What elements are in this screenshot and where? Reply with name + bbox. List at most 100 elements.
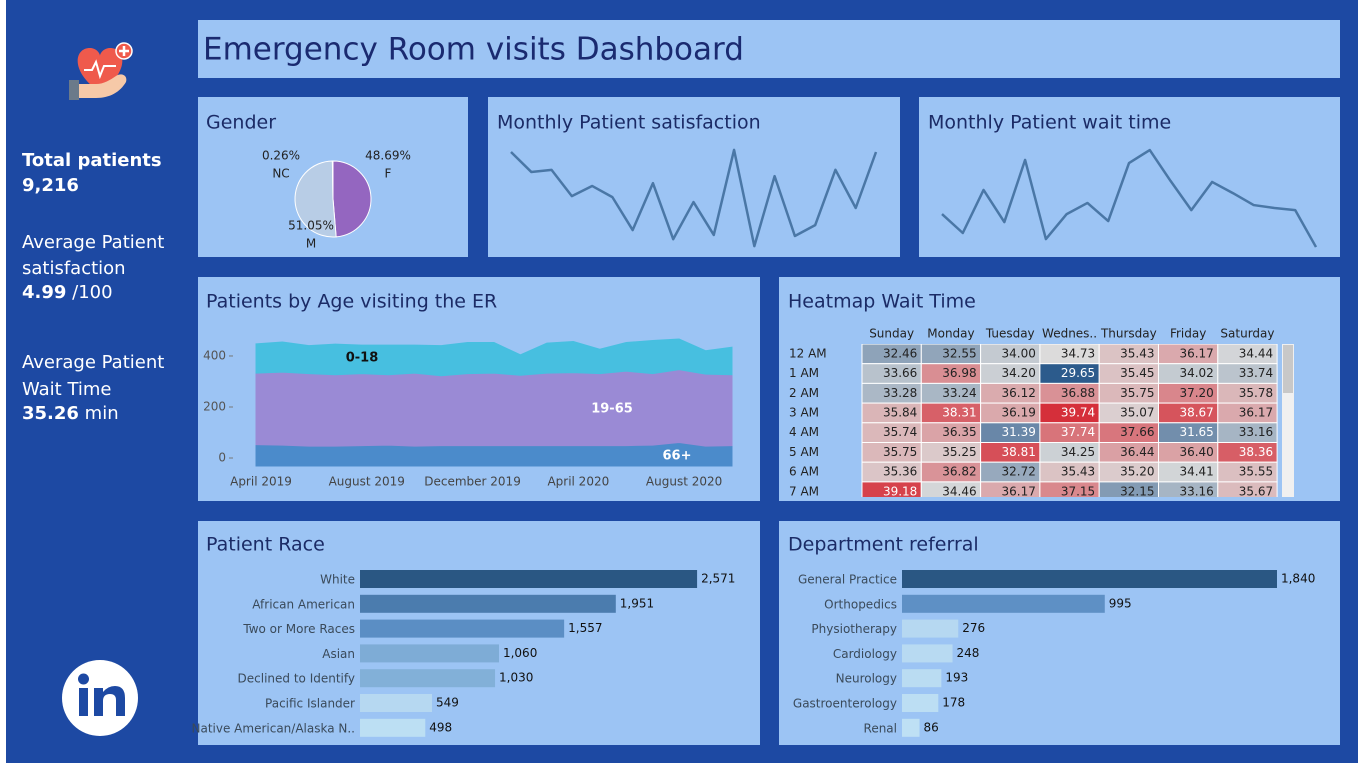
heat-value: 34.44 [1239, 346, 1273, 360]
bar-category-label: Asian [322, 647, 355, 661]
bar-value-label: 276 [962, 621, 985, 635]
heart-icon [69, 42, 133, 100]
heat-value: 35.84 [883, 405, 917, 419]
heat-value: 33.24 [942, 386, 976, 400]
bar-value-label: 248 [957, 646, 980, 660]
pie-category-label: NC [272, 167, 289, 181]
series-label: 19-65 [591, 402, 633, 417]
x-tick-label: December 2019 [424, 475, 521, 489]
kpi-value: 9,216 [22, 175, 79, 196]
heat-value: 36.19 [1002, 405, 1036, 419]
linkedin-logo[interactable] [62, 660, 138, 736]
heat-value: 35.25 [942, 445, 976, 459]
bar-value-label: 2,571 [701, 572, 735, 586]
kpi-label: Average Patient [22, 352, 164, 373]
row-header: 3 AM [789, 405, 819, 419]
row-header: 4 AM [789, 425, 819, 439]
series-label: 0-18 [346, 351, 379, 366]
kpi-number: 4.99 [22, 282, 66, 303]
bar [360, 669, 496, 688]
kpi-unit: /100 [72, 282, 112, 303]
y-tick-label: 400 [203, 348, 226, 362]
bar-category-label: Pacific Islander [265, 697, 355, 711]
heat-value: 31.65 [1179, 425, 1213, 439]
chart-title: Monthly Patient wait time [928, 112, 1171, 134]
kpi-label: satisfaction [22, 258, 126, 279]
x-tick-label: August 2019 [329, 475, 405, 489]
heat-value: 32.55 [942, 346, 976, 360]
heat-value: 34.02 [1179, 366, 1213, 380]
chart-title: Patients by Age visiting the ER [206, 291, 497, 313]
heat-value: 36.17 [1179, 346, 1213, 360]
heat-value: 36.17 [1239, 405, 1273, 419]
line [510, 148, 878, 248]
row-header: 6 AM [789, 465, 819, 479]
heat-cell [1217, 481, 1278, 497]
heat-value: 36.12 [1002, 386, 1036, 400]
x-tick-label: April 2020 [547, 475, 609, 489]
heat-value: 38.36 [1239, 445, 1273, 459]
row-header: 7 AM [789, 484, 819, 498]
kpi-label: Wait Time [22, 379, 112, 400]
scrollbar-thumb [1283, 345, 1293, 393]
heat-value: 36.35 [942, 425, 976, 439]
bar-value-label: 549 [436, 696, 459, 710]
column-header: Sunday [869, 327, 914, 341]
bar [360, 570, 698, 588]
heat-value: 36.98 [942, 366, 976, 380]
bar-value-label: 1,060 [503, 646, 537, 660]
kpi-label: Total patients [22, 150, 162, 171]
row-header: 2 AM [789, 386, 819, 400]
bar-value-label: 86 [924, 720, 939, 734]
x-tick-label: August 2020 [646, 475, 722, 489]
heat-value: 34.41 [1179, 465, 1213, 479]
bar [360, 594, 616, 613]
heat-value: 38.31 [942, 405, 976, 419]
bar-category-label: Renal [864, 721, 897, 735]
pie-category-label: M [306, 237, 316, 251]
pie-slice [331, 160, 334, 200]
bar-category-label: Declined to Identify [238, 672, 355, 686]
bar-value-label: 995 [1109, 596, 1132, 610]
y-tick-label: 200 [203, 399, 226, 413]
bar-value-label: 498 [429, 720, 452, 734]
pie-slice [294, 160, 337, 238]
chart-title: Monthly Patient satisfaction [497, 112, 761, 134]
bar [902, 594, 1105, 613]
bar [902, 619, 959, 638]
heat-value: 29.65 [1061, 366, 1095, 380]
bar-value-label: 193 [945, 671, 968, 685]
bar-category-label: Neurology [836, 672, 897, 686]
heat-value: 35.20 [1120, 465, 1154, 479]
bar [360, 619, 565, 638]
left-edge [0, 0, 6, 763]
heat-value: 39.74 [1061, 405, 1095, 419]
heat-value: 32.72 [1002, 465, 1036, 479]
kpi-label: Average Patient [22, 232, 164, 253]
kpi-value: 4.99 /100 [22, 282, 113, 303]
heat-value: 38.67 [1179, 405, 1213, 419]
heat-value: 35.74 [883, 425, 917, 439]
x-tick-label: April 2019 [230, 475, 292, 489]
kpi-value: 35.26 min [22, 403, 119, 424]
heat-value: 35.43 [1120, 346, 1154, 360]
heat-value: 35.43 [1061, 465, 1095, 479]
bar-value-label: 178 [942, 696, 965, 710]
heat-value: 36.44 [1120, 445, 1154, 459]
heat-value: 35.55 [1239, 465, 1273, 479]
heat-value: 33.28 [883, 386, 917, 400]
bar [902, 694, 939, 712]
pie-category-label: F [385, 167, 392, 181]
bar-category-label: Gastroenterology [793, 697, 897, 711]
heat-value: 34.73 [1061, 346, 1095, 360]
pie-slice [332, 160, 372, 238]
dashboard-title: Emergency Room visits Dashboard [203, 32, 744, 68]
column-header: Wednes.. [1042, 327, 1097, 341]
bar-value-label: 1,840 [1281, 572, 1315, 586]
pie-value-label: 0.26% [262, 149, 300, 163]
wait-panel [919, 97, 1340, 257]
row-header: 5 AM [789, 445, 819, 459]
chart-title: Gender [206, 112, 276, 134]
heat-value: 31.39 [1002, 425, 1036, 439]
heat-value: 35.75 [1120, 386, 1154, 400]
